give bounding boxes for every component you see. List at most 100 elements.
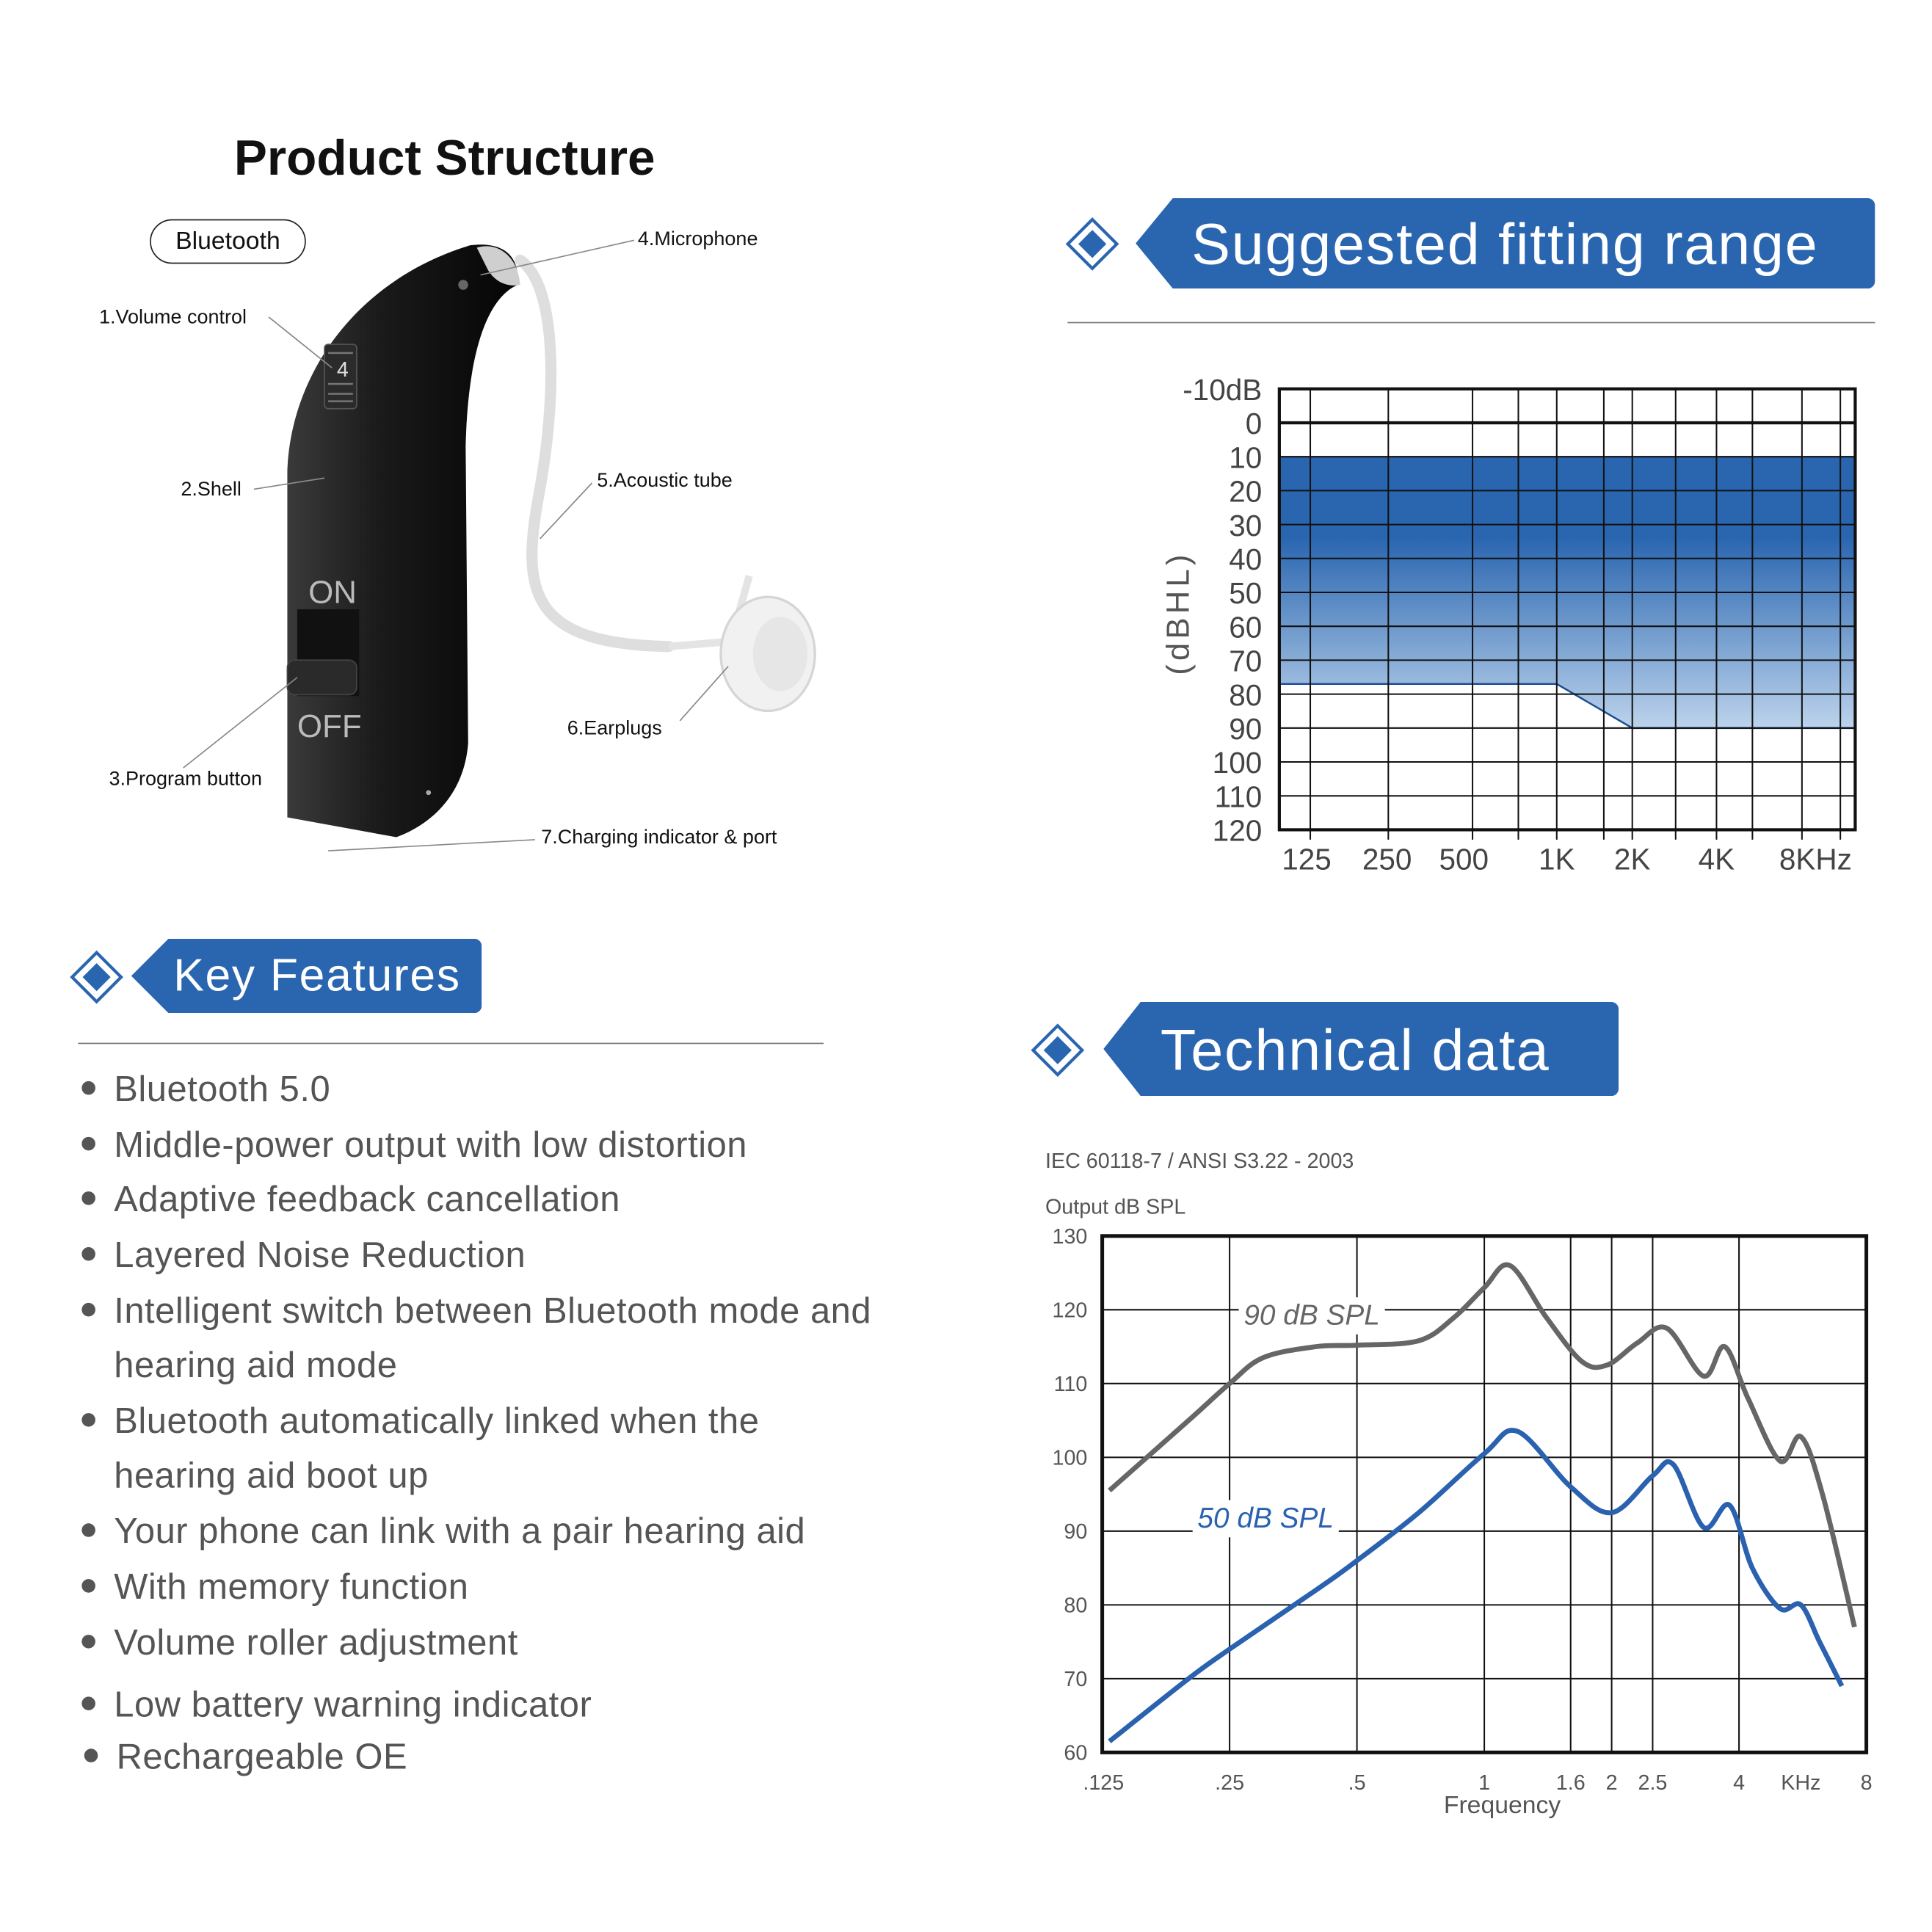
output-chart-title: Output dB SPL <box>1045 1195 1186 1219</box>
x-tick-label: 125 <box>1282 842 1332 876</box>
feature-item-continuation: hearing aid mode <box>81 1346 397 1387</box>
output-chart: 130 120 110 100 90 80 70 60 .125 .25 .5 1 1.6 2 2.5 4 KH… <box>1053 1225 1873 1819</box>
feature-item: Intelligent switch between Bluetooth mod… <box>81 1292 871 1333</box>
x-tick-label: KHz <box>1781 1771 1820 1795</box>
x-tick-label: 500 <box>1439 842 1489 876</box>
leader-lines <box>183 239 729 851</box>
shell <box>287 244 518 838</box>
feature-item: Low battery warning indicator <box>81 1685 592 1726</box>
y-tick-label: 20 <box>1229 475 1262 509</box>
hearing-aid-illustration: 4 ON OFF <box>183 239 816 851</box>
feature-item: Your phone can link with a pair hearing … <box>81 1512 805 1553</box>
y-tick-label: 30 <box>1229 509 1262 542</box>
label-charging-port: 7.Charging indicator & port <box>541 827 777 849</box>
bullet-icon <box>81 1578 95 1593</box>
program-button <box>286 659 357 696</box>
y-tick-label: 120 <box>1053 1299 1088 1322</box>
feature-text: Intelligent switch between Bluetooth mod… <box>114 1291 872 1332</box>
plot-frame <box>1277 387 1857 832</box>
bullet-icon <box>81 1696 95 1710</box>
feature-text: Adaptive feedback cancellation <box>114 1180 620 1220</box>
x-tick-label: 1.6 <box>1556 1771 1586 1795</box>
diamond-icon <box>1065 217 1119 271</box>
label-microphone: 4.Microphone <box>637 229 758 250</box>
feature-item: Layered Noise Reduction <box>81 1236 526 1277</box>
feature-item: With memory function <box>81 1568 468 1609</box>
bullet-icon <box>81 1191 95 1205</box>
label-shell: 2.Shell <box>181 479 242 501</box>
x-axis-label: Frequency <box>1444 1791 1561 1819</box>
y-tick-label: 40 <box>1229 542 1262 576</box>
feature-text: Bluetooth automatically linked when the <box>114 1401 760 1442</box>
product-structure-title: Product Structure <box>233 131 656 186</box>
feature-text: hearing aid boot up <box>114 1456 429 1497</box>
volume-digit: 4 <box>337 358 349 382</box>
x-tick-label: 2K <box>1614 842 1651 876</box>
x-tick-label: 1 <box>1478 1771 1490 1795</box>
feature-text: hearing aid mode <box>114 1346 398 1386</box>
plot-frame <box>1100 1234 1869 1754</box>
feature-text: Rechargeable OE <box>116 1737 408 1778</box>
bullet-icon <box>81 1634 95 1649</box>
y-tick-label: 130 <box>1053 1225 1088 1249</box>
feature-text: Bluetooth 5.0 <box>114 1070 331 1110</box>
y-tick-label: 90 <box>1229 712 1262 746</box>
x-tick-label: 2.5 <box>1638 1771 1668 1795</box>
technical-data-header: Technical data <box>1103 1001 1619 1097</box>
bullet-icon <box>81 1522 95 1537</box>
y-tick-label: 10 <box>1229 440 1262 474</box>
feature-text: Your phone can link with a pair hearing … <box>114 1512 806 1552</box>
feature-item: Adaptive feedback cancellation <box>81 1180 620 1221</box>
y-tick-label: 80 <box>1064 1594 1087 1617</box>
y-tick-label: 60 <box>1229 610 1262 644</box>
x-tick-label: 4 <box>1733 1771 1745 1795</box>
x-tick-label: 1K <box>1539 842 1575 876</box>
off-label: OFF <box>297 708 362 744</box>
x-tick-label: .5 <box>1348 1771 1366 1795</box>
y-tick-label: 100 <box>1213 746 1263 780</box>
y-tick-label: 110 <box>1215 780 1263 813</box>
x-tick-label: 4K <box>1699 842 1735 876</box>
bullet-icon <box>81 1081 95 1095</box>
acoustic-tube <box>515 254 675 653</box>
bullet-icon <box>81 1246 95 1261</box>
label-volume-control: 1.Volume control <box>98 307 247 329</box>
volume-roller <box>324 344 357 410</box>
x-tick-label: 250 <box>1362 842 1412 876</box>
label-acoustic-tube: 5.Acoustic tube <box>597 471 733 492</box>
series-line-50db <box>1108 1428 1845 1743</box>
bullet-icon <box>81 1302 95 1317</box>
feature-text: With memory function <box>114 1567 469 1608</box>
x-tick-label: 2 <box>1606 1771 1618 1795</box>
series-label-bg <box>1238 1297 1385 1334</box>
divider <box>1067 322 1875 324</box>
feature-text: Layered Noise Reduction <box>114 1235 526 1276</box>
y-tick-label: 110 <box>1054 1373 1088 1396</box>
divider <box>78 1042 824 1045</box>
diamond-icon <box>1031 1023 1085 1078</box>
fitting-range-header: Suggested fitting range <box>1136 197 1875 289</box>
y-axis-label: (dBHL) <box>1161 551 1196 675</box>
x-tick-label: 8KHz <box>1779 842 1852 876</box>
feature-item: Bluetooth 5.0 <box>81 1070 330 1111</box>
x-tick-label: .25 <box>1215 1771 1244 1795</box>
feature-item: Volume roller adjustment <box>81 1624 518 1665</box>
bluetooth-badge: Bluetooth <box>150 219 306 264</box>
y-tick-label: 90 <box>1064 1520 1087 1544</box>
label-program-button: 3.Program button <box>109 769 263 791</box>
y-tick-label: 120 <box>1213 814 1263 848</box>
standard-text: IEC 60118-7 / ANSI S3.22 - 2003 <box>1045 1149 1354 1173</box>
y-tick-label: 100 <box>1053 1446 1088 1470</box>
feature-text: Volume roller adjustment <box>114 1623 518 1663</box>
on-label: ON <box>308 575 357 611</box>
bullet-icon <box>84 1748 98 1762</box>
y-tick-label: 70 <box>1229 644 1262 678</box>
series-label: 90 dB SPL <box>1243 1299 1379 1331</box>
y-tick-label: 60 <box>1064 1741 1087 1765</box>
y-tick-label: 0 <box>1246 407 1263 440</box>
x-tick-label: .125 <box>1083 1771 1124 1795</box>
diamond-icon <box>70 950 123 1004</box>
label-earplugs: 6.Earplugs <box>567 718 662 740</box>
series-line-90db <box>1108 1262 1857 1628</box>
